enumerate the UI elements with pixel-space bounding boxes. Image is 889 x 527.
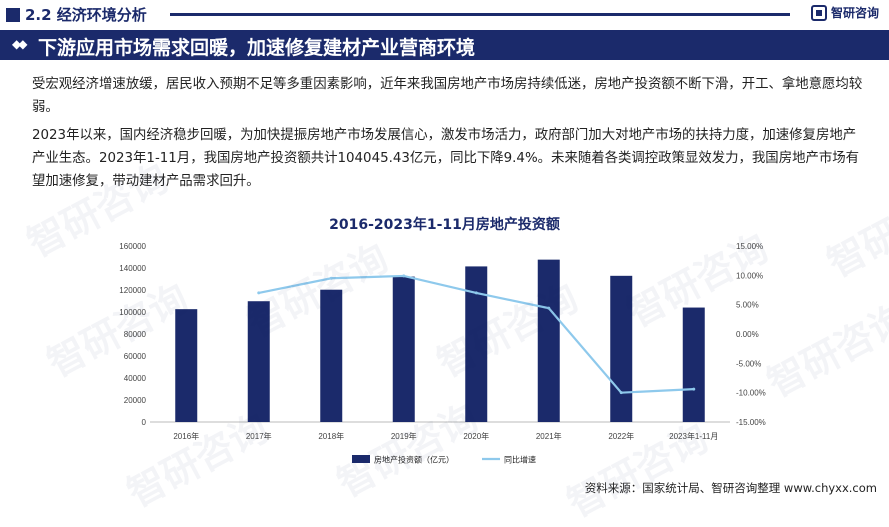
x-tick-label: 2018年	[318, 431, 344, 441]
growth-point	[547, 306, 551, 310]
growth-point	[474, 291, 478, 295]
y-left-tick-label: 20000	[124, 396, 147, 405]
square-icon	[6, 7, 20, 22]
growth-point	[402, 274, 406, 278]
y-left-tick-label: 0	[142, 418, 147, 427]
x-tick-label: 2019年	[391, 431, 417, 441]
growth-point	[257, 291, 261, 295]
y-left-tick-label: 60000	[124, 352, 147, 361]
y-left-tick-label: 120000	[119, 286, 146, 295]
section-title: 2.2 经济环境分析	[25, 6, 147, 24]
chart-title: 2016-2023年1-11月房地产投资额	[329, 217, 560, 233]
y-left-tick-label: 100000	[119, 308, 146, 317]
x-tick-label: 2022年	[608, 431, 634, 441]
bar	[682, 307, 705, 422]
x-tick-label: 2020年	[463, 431, 489, 441]
x-tick-label: 2016年	[173, 431, 199, 441]
diamond-icon: ◆◆	[12, 37, 28, 51]
logo-icon	[810, 4, 827, 21]
logo-text: 智研咨询	[830, 6, 879, 20]
y-left-tick-label: 80000	[124, 330, 147, 339]
growth-point	[619, 391, 623, 395]
y-right-tick-label: -15.00%	[736, 418, 766, 427]
x-tick-label: 2017年	[246, 431, 272, 441]
bar	[247, 301, 270, 422]
bar	[465, 266, 488, 422]
legend-bar-swatch	[352, 455, 370, 463]
brand-logo: 智研咨询	[810, 4, 879, 21]
y-left-tick-label: 160000	[119, 242, 146, 251]
bar	[537, 259, 560, 422]
bar	[175, 309, 198, 422]
title-banner: ◆◆ 下游应用市场需求回暖，加速修复建材产业营商环境	[0, 30, 889, 60]
y-right-tick-label: 15.00%	[736, 242, 763, 251]
y-right-tick-label: 10.00%	[736, 271, 763, 280]
legend-bar-label: 房地产投资额（亿元）	[374, 455, 454, 465]
growth-point	[692, 387, 696, 391]
source-note: 资料来源：国家统计局、智研咨询整理 www.chyxx.com	[584, 481, 877, 495]
bar	[320, 289, 343, 422]
y-right-tick-label: 0.00%	[736, 330, 759, 339]
growth-point	[329, 276, 333, 280]
y-left-tick-label: 140000	[119, 264, 146, 273]
banner-title: 下游应用市场需求回暖，加速修复建材产业营商环境	[38, 37, 476, 59]
paragraph-2: 2023年以来，国内经济稳步回暖，为加快提振房地产市场发展信心，激发市场活力，政…	[32, 128, 860, 189]
header-rule	[170, 13, 790, 16]
y-left-tick-label: 40000	[124, 374, 147, 383]
investment-chart: 0 20000 40000 60000 80000 100000 120000 140000 1…	[119, 242, 766, 465]
bar	[392, 276, 415, 422]
bar	[610, 275, 633, 422]
x-tick-label: 2023年1-11月	[669, 431, 718, 441]
paragraph-1: 受宏观经济增速放缓，居民收入预期不足等多重因素影响，近年来我国房地产市场房持续低…	[32, 77, 863, 115]
legend-line-label: 同比增速	[504, 455, 536, 465]
y-right-tick-label: -5.00%	[736, 359, 761, 368]
section-label: 2.2 经济环境分析	[6, 4, 147, 25]
top-bar: 2.2 经济环境分析 智研咨询	[0, 0, 889, 28]
y-right-tick-label: -10.00%	[736, 389, 766, 398]
y-right-tick-label: 5.00%	[736, 301, 759, 310]
x-tick-label: 2021年	[536, 431, 562, 441]
